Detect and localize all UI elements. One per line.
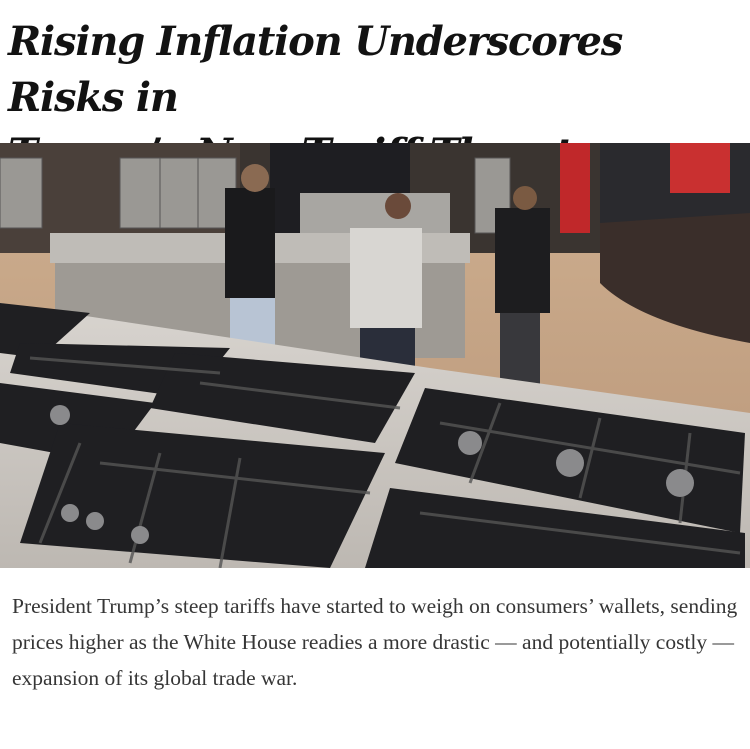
headline-line-1: Rising Inflation Underscores Risks in (8, 18, 623, 121)
article-photo (0, 143, 750, 568)
article-summary: President Trump’s steep tariffs have sta… (12, 594, 738, 690)
photo-illustration (0, 143, 750, 568)
